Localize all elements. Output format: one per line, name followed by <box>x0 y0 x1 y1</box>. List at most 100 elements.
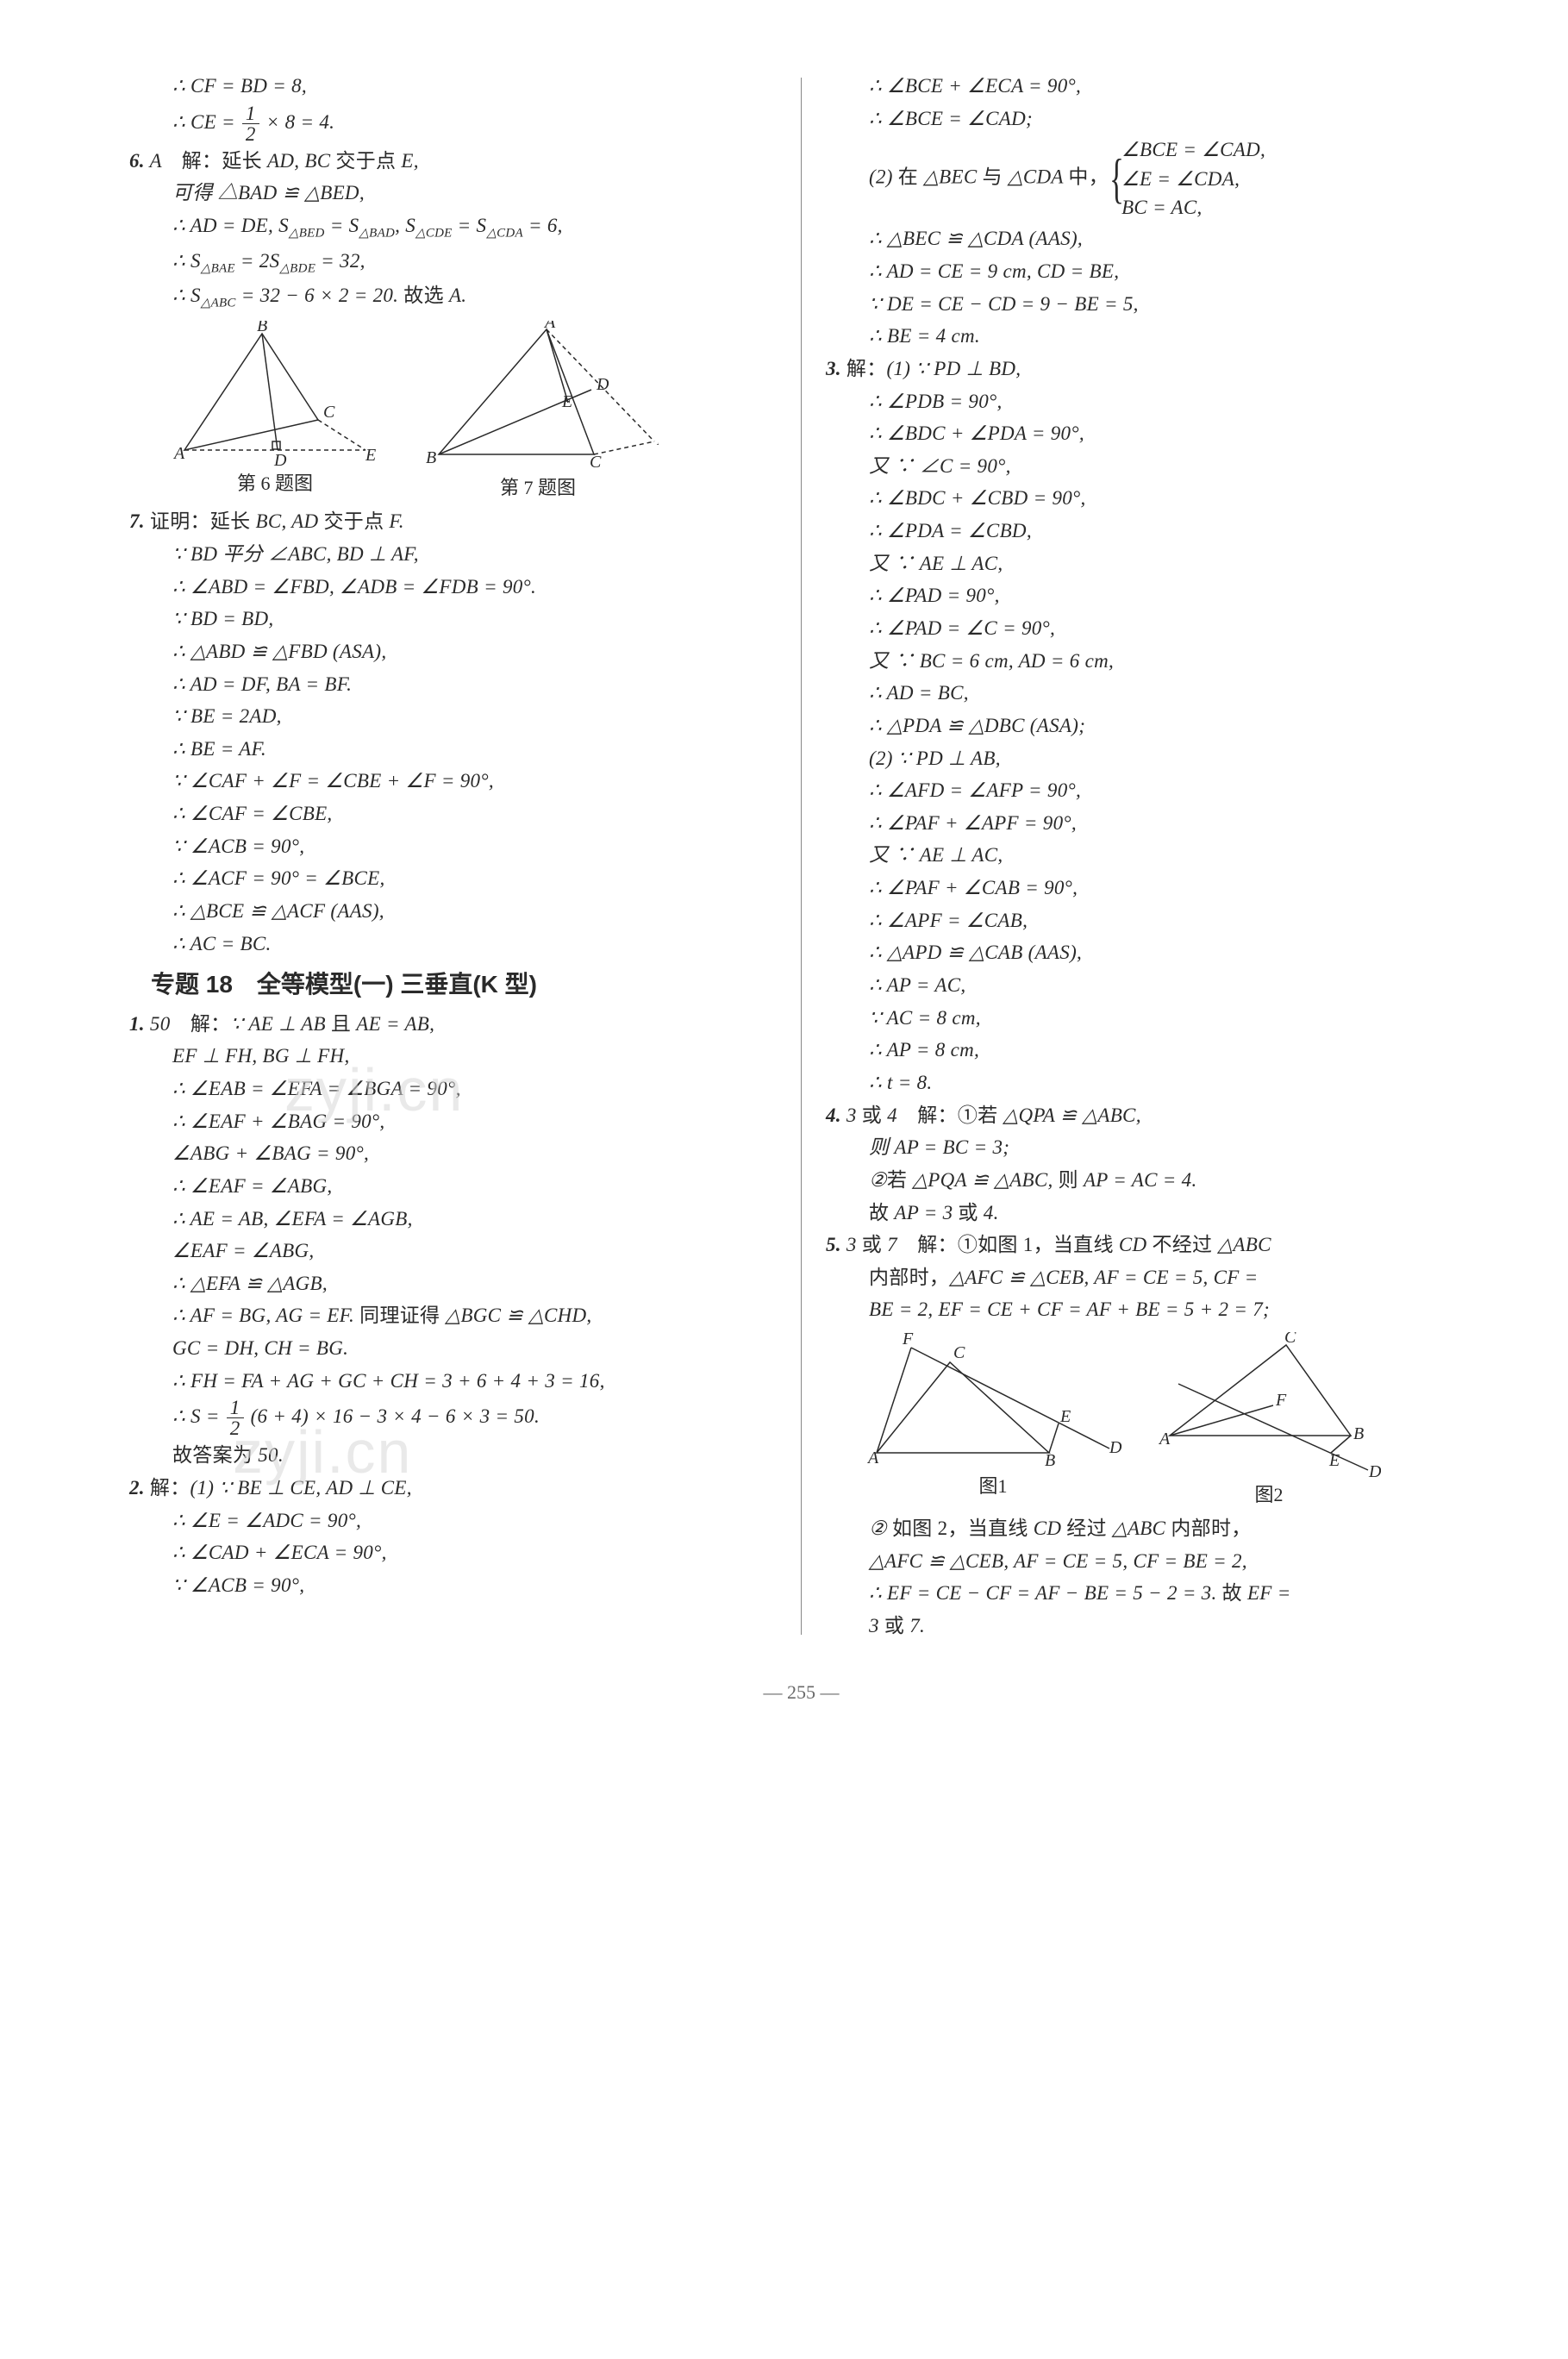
figure-q7: A B C D E F <box>417 321 659 472</box>
svg-text:C: C <box>1284 1332 1296 1347</box>
text-line: ∴ ∠PAD = ∠C = 90°, <box>826 613 1473 644</box>
text-line: ∴ ∠BCE + ∠ECA = 90°, <box>826 71 1473 102</box>
text-line: 则 AP = BC = 3; <box>826 1132 1473 1163</box>
page-footer: — 255 — <box>129 1678 1473 1707</box>
text-line: ∴ ∠ABD = ∠FBD, ∠ADB = ∠FDB = 90°. <box>129 572 777 603</box>
right-column: ∴ ∠BCE + ∠ECA = 90°,∴ ∠BCE = ∠CAD;(2) 在 … <box>802 69 1473 1643</box>
svg-text:D: D <box>1109 1438 1122 1457</box>
text-line: 又 ∵ AE ⊥ AC, <box>826 548 1473 579</box>
text-line: ∴ AD = BC, <box>826 678 1473 709</box>
svg-text:A: A <box>1158 1430 1171 1449</box>
figure-caption: 图2 <box>1157 1480 1381 1510</box>
text-line: 3. 解：(1) ∵ PD ⊥ BD, <box>826 354 1473 385</box>
text-line: ∴ △ABD ≌ △FBD (ASA), <box>129 636 777 667</box>
text-line: 6. A 解：延长 AD, BC 交于点 E, <box>129 146 777 177</box>
text-line: ∴ AF = BG, AG = EF. 同理证得 △BGC ≌ △CHD, <box>129 1300 777 1331</box>
svg-text:F: F <box>902 1332 914 1348</box>
text-line: ∴ AP = AC, <box>826 970 1473 1001</box>
svg-text:C: C <box>323 403 335 422</box>
svg-text:B: B <box>1353 1424 1364 1443</box>
text-line: 故答案为 50. <box>129 1440 777 1471</box>
text-line: ∵ BD = BD, <box>129 604 777 635</box>
text-line: ∴ FH = FA + AG + GC + CH = 3 + 6 + 4 + 3… <box>129 1366 777 1397</box>
svg-text:F: F <box>1275 1391 1287 1410</box>
text-line: ∴ S△BAE = 2S△BDE = 32, <box>129 246 777 279</box>
text-line: ∴ ∠APF = ∠CAB, <box>826 905 1473 936</box>
svg-text:A: A <box>172 444 185 463</box>
text-line: ∴ AC = BC. <box>129 929 777 960</box>
svg-text:E: E <box>561 392 572 411</box>
figure-5-1: A B C D E F <box>864 1332 1122 1470</box>
text-line: ∵ ∠ACB = 90°, <box>129 1570 777 1601</box>
text-line: 又 ∵ AE ⊥ AC, <box>826 840 1473 871</box>
figure-box: A B C D E F 第 7 题图 <box>417 321 659 503</box>
svg-text:A: A <box>543 321 556 332</box>
text-line: ∴ △APD ≌ △CAB (AAS), <box>826 937 1473 968</box>
text-line: ∴ ∠BDC + ∠PDA = 90°, <box>826 418 1473 449</box>
text-line: ∴ ∠PAF + ∠CAB = 90°, <box>826 873 1473 904</box>
svg-text:B: B <box>1045 1451 1055 1470</box>
text-line: ∴ ∠AFD = ∠AFP = 90°, <box>826 775 1473 806</box>
svg-text:C: C <box>590 453 602 472</box>
svg-text:F: F <box>656 430 659 449</box>
text-line: ∴ △PDA ≌ △DBC (ASA); <box>826 710 1473 741</box>
text-line: ∴ AE = AB, ∠EFA = ∠AGB, <box>129 1204 777 1235</box>
text-line: ∠EAF = ∠ABG, <box>129 1236 777 1267</box>
text-line: ∴ ∠E = ∠ADC = 90°, <box>129 1505 777 1536</box>
text-line: ∵ AC = 8 cm, <box>826 1003 1473 1034</box>
text-line: 内部时，△AFC ≌ △CEB, AF = CE = 5, CF = <box>826 1262 1473 1293</box>
text-line: (2) 在 △BEC 与 △CDA 中，{∠BCE = ∠CAD,∠E = ∠C… <box>826 135 1473 222</box>
text-line: 又 ∵ BC = 6 cm, AD = 6 cm, <box>826 646 1473 677</box>
text-line: ∴ BE = AF. <box>129 734 777 765</box>
text-line: 可得 △BAD ≌ △BED, <box>129 178 777 209</box>
text-line: 又 ∵ ∠C = 90°, <box>826 451 1473 482</box>
svg-text:D: D <box>596 375 609 394</box>
svg-text:B: B <box>257 321 267 335</box>
text-line: ∵ ∠CAF + ∠F = ∠CBE + ∠F = 90°, <box>129 766 777 797</box>
left-column: ∴ CF = BD = 8,∴ CE = 12 × 8 = 4.6. A 解：延… <box>129 69 801 1643</box>
page-number: 255 <box>787 1681 815 1703</box>
text-line: 4. 3 或 4 解：①若 △QPA ≌ △ABC, <box>826 1100 1473 1131</box>
text-line: ∴ △BCE ≌ △ACF (AAS), <box>129 896 777 927</box>
svg-text:E: E <box>1328 1451 1340 1470</box>
text-line: BE = 2, EF = CE + CF = AF + BE = 5 + 2 =… <box>826 1294 1473 1325</box>
figure-row-right: A B C D E F 图1 A B C D E F 图2 <box>864 1332 1473 1510</box>
text-line: ∴ ∠PAD = 90°, <box>826 580 1473 611</box>
text-line: ∴ t = 8. <box>826 1067 1473 1098</box>
text-line: 3 或 7. <box>826 1611 1473 1642</box>
text-line: ∴ ∠PDA = ∠CBD, <box>826 516 1473 547</box>
figure-caption: 第 7 题图 <box>417 473 659 503</box>
text-line: ∴ EF = CE − CF = AF − BE = 5 − 2 = 3. 故 … <box>826 1578 1473 1609</box>
text-line: ②若 △PQA ≌ △ABC, 则 AP = AC = 4. <box>826 1165 1473 1196</box>
figure-box: A B C D E 第 6 题图 <box>167 321 383 503</box>
text-line: ∵ DE = CE − CD = 9 − BE = 5, <box>826 289 1473 320</box>
text-line: ∴ △EFA ≌ △AGB, <box>129 1268 777 1299</box>
text-line: ∴ ∠CAD + ∠ECA = 90°, <box>129 1537 777 1568</box>
figure-q6: A B C D E <box>167 321 383 467</box>
text-line: ∵ BE = 2AD, <box>129 701 777 732</box>
text-line: ∵ ∠ACB = 90°, <box>129 831 777 862</box>
text-line: ∴ BE = 4 cm. <box>826 321 1473 352</box>
figure-box: A B C D E F 图2 <box>1157 1332 1381 1510</box>
text-line: ∴ AD = DE, S△BED = S△BAD, S△CDE = S△CDA … <box>129 210 777 244</box>
text-line: ∴ ∠CAF = ∠CBE, <box>129 798 777 829</box>
text-line: ∴ AD = CE = 9 cm, CD = BE, <box>826 256 1473 287</box>
text-line: ∴ △BEC ≌ △CDA (AAS), <box>826 223 1473 254</box>
svg-text:C: C <box>953 1343 965 1362</box>
text-line: ② 如图 2，当直线 CD 经过 △ABC 内部时， <box>826 1513 1473 1544</box>
figure-caption: 第 6 题图 <box>167 469 383 498</box>
page-body: zyji.cn zyji.cn ∴ CF = BD = 8,∴ CE = 12 … <box>129 69 1473 1643</box>
text-line: ∴ ∠ACF = 90° = ∠BCE, <box>129 863 777 894</box>
text-line: ∴ S△ABC = 32 − 6 × 2 = 20. 故选 A. <box>129 280 777 314</box>
text-line: ∴ CF = BD = 8, <box>129 71 777 102</box>
svg-text:D: D <box>273 451 287 467</box>
text-line: (2) ∵ PD ⊥ AB, <box>826 743 1473 774</box>
text-line: GC = DH, CH = BG. <box>129 1333 777 1364</box>
text-line: EF ⊥ FH, BG ⊥ FH, <box>129 1041 777 1072</box>
text-line: ∴ ∠BDC + ∠CBD = 90°, <box>826 483 1473 514</box>
text-line: ∴ ∠BCE = ∠CAD; <box>826 103 1473 135</box>
section-heading: 专题 18 全等模型(一) 三垂直(K 型) <box>151 966 777 1003</box>
svg-text:B: B <box>426 448 436 467</box>
text-line: ∠ABG + ∠BAG = 90°, <box>129 1138 777 1169</box>
text-line: ∵ BD 平分 ∠ABC, BD ⊥ AF, <box>129 539 777 570</box>
